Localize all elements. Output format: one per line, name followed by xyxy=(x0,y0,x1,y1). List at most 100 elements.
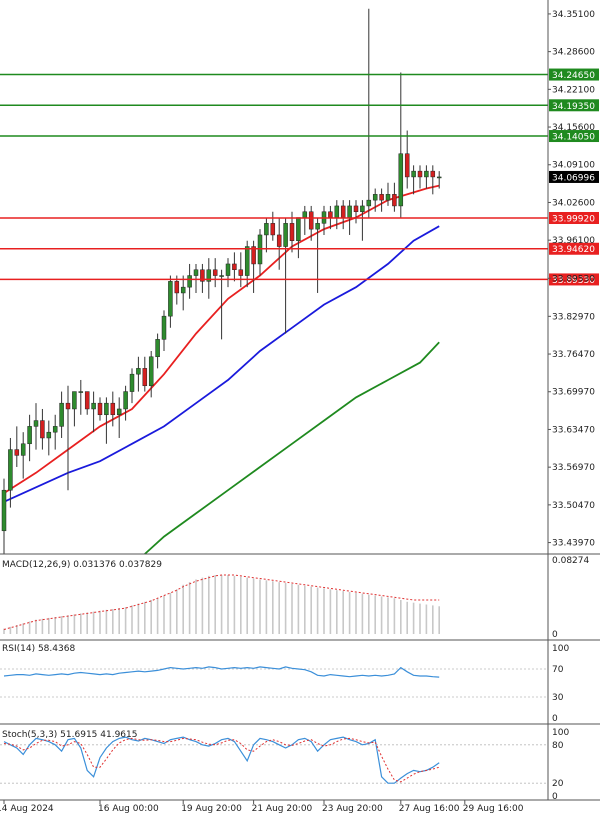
macd-indicator-label: MACD(12,26,9) 0.031376 0.037829 xyxy=(2,560,162,570)
time-tick-label: 19 Aug 20:00 xyxy=(181,804,242,813)
price-tick-label: 33.56970 xyxy=(552,463,595,473)
candle-body xyxy=(328,211,333,218)
resistance-level-box xyxy=(549,99,599,112)
candle-body xyxy=(270,223,276,236)
time-axis: 14 Aug 2024 16 Aug 00:00 19 Aug 20:00 21 Au… xyxy=(0,800,524,813)
price-tick-label: 34.22100 xyxy=(552,85,595,95)
candle-body xyxy=(148,356,154,387)
price-tick-label: 33.43970 xyxy=(552,539,595,549)
candle-body xyxy=(136,368,141,375)
candle-body xyxy=(155,339,160,358)
price-axis: 34.35100 34.28600 34.22100 34.15600 34.09100… xyxy=(548,10,599,549)
candle-body xyxy=(33,420,39,427)
rsi-axis-label: 100 xyxy=(552,644,569,654)
candle-body xyxy=(84,391,90,410)
price-tick-label: 33.82970 xyxy=(552,312,595,322)
candle-body xyxy=(244,246,250,276)
moving-average-fast xyxy=(3,184,440,494)
price-tick-label: 34.02600 xyxy=(552,198,595,208)
macd-pane: MACD(12,26,9) 0.031376 0.037829 0.08274 0 xyxy=(2,556,589,640)
candle-body xyxy=(232,263,237,270)
resistance-level-label: 34.14050 xyxy=(552,133,595,143)
price-tick-label: 33.96100 xyxy=(552,236,595,246)
resistance-level-box xyxy=(549,130,599,143)
candle-body xyxy=(129,373,135,392)
candle-body xyxy=(200,269,205,282)
candle-body xyxy=(315,223,320,230)
candle-body xyxy=(27,426,32,445)
price-tick-label: 33.63470 xyxy=(552,425,595,435)
candle-body xyxy=(276,234,282,247)
candle-body xyxy=(40,420,45,439)
candle-body xyxy=(411,170,416,178)
candle-body xyxy=(187,275,192,288)
stochastic-pane: Stoch(5,3,3) 51.6915 41.9615 100 80 20 0 xyxy=(0,728,569,802)
support-level-box xyxy=(549,242,599,255)
price-tick-label: 33.76470 xyxy=(552,350,595,360)
candle-body xyxy=(123,391,128,410)
candle-body xyxy=(417,170,423,178)
candle-body xyxy=(385,194,391,201)
candle-body xyxy=(116,408,122,416)
candle-body xyxy=(104,402,109,416)
time-tick-label: 21 Aug 20:00 xyxy=(252,804,313,813)
resistance-level-box xyxy=(549,68,599,81)
candle-body xyxy=(91,402,96,410)
price-tick-label: 34.15600 xyxy=(552,123,595,133)
candle-body xyxy=(78,391,84,393)
current-price-box xyxy=(549,170,599,183)
candle-body xyxy=(14,449,20,456)
candle-body xyxy=(72,391,77,410)
candle-body xyxy=(180,286,186,294)
candle-body xyxy=(110,402,116,416)
support-level-box xyxy=(549,273,599,286)
candle-body xyxy=(20,443,26,456)
time-tick-label: 14 Aug 2024 xyxy=(0,804,54,813)
candle-body xyxy=(8,449,13,491)
candle-body xyxy=(142,368,148,387)
candle-body xyxy=(398,153,404,207)
candle-body xyxy=(212,269,218,276)
candle-body xyxy=(340,205,346,218)
candle-body xyxy=(161,315,167,340)
moving-average-slow xyxy=(144,341,440,555)
candle-body xyxy=(219,275,224,277)
time-tick-label: 29 Aug 16:00 xyxy=(463,804,524,813)
resistance-level-label: 34.19350 xyxy=(552,102,595,112)
candle-body xyxy=(238,269,244,276)
stoch-axis-label: 20 xyxy=(552,779,564,789)
support-level-label: 33.99920 xyxy=(552,215,595,225)
candle-body xyxy=(206,269,212,282)
candle-body xyxy=(264,223,269,236)
candle-body xyxy=(372,194,378,201)
candle-body xyxy=(46,431,52,439)
horizontal-levels[interactable]: 34.24650 34.19350 34.14050 33.99920 33.94620… xyxy=(0,68,599,286)
candle-body xyxy=(59,402,64,427)
candle-body xyxy=(366,199,372,207)
candle-body xyxy=(1,489,7,532)
price-tick-label: 33.50470 xyxy=(552,501,595,511)
stoch-axis-label: 100 xyxy=(552,728,569,738)
stochastic-indicator-label: Stoch(5,3,3) 51.6915 41.9615 xyxy=(2,730,137,740)
candle-body xyxy=(302,211,308,218)
rsi-line xyxy=(3,666,440,678)
macd-axis-label: 0 xyxy=(552,630,558,640)
macd-signal-line xyxy=(3,574,440,630)
candle-body xyxy=(283,223,288,247)
candle-body xyxy=(52,426,58,433)
time-tick-label: 27 Aug 16:00 xyxy=(399,804,460,813)
stoch-signal-line xyxy=(3,737,440,783)
candle-body xyxy=(392,194,397,207)
candle-body xyxy=(193,269,199,276)
stoch-axis-label: 0 xyxy=(552,792,558,802)
rsi-pane: RSI(14) 58.4368 100 70 30 0 xyxy=(0,644,569,724)
macd-axis-label: 0.08274 xyxy=(552,556,589,566)
stoch-main-line xyxy=(3,736,440,784)
price-tick-label: 34.09100 xyxy=(552,161,595,171)
candle-body xyxy=(436,176,442,179)
resistance-level-label: 34.24650 xyxy=(552,71,595,81)
candle-body xyxy=(168,281,173,317)
time-tick-label: 23 Aug 20:00 xyxy=(322,804,383,813)
candle-body xyxy=(97,402,103,416)
